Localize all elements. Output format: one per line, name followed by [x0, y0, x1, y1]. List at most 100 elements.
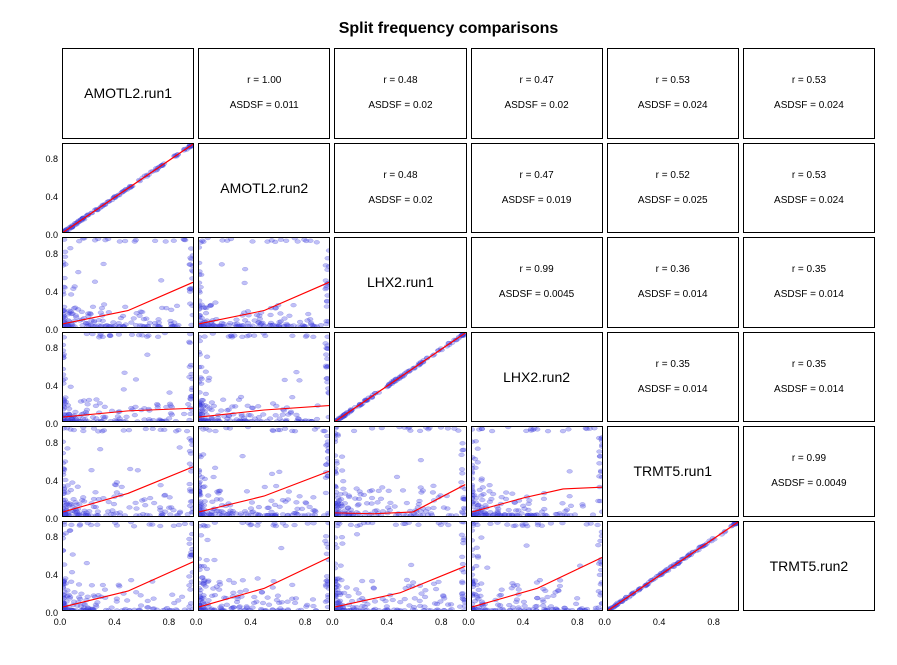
- correlation-stat-cell: r = 0.48 ASDSF = 0.02: [334, 143, 466, 234]
- r-value: r = 0.48: [383, 75, 417, 86]
- scatter-cell: [334, 521, 466, 612]
- asdsf-value: ASDSF = 0.024: [774, 195, 844, 206]
- asdsf-value: ASDSF = 0.025: [638, 195, 708, 206]
- scatter-cell: [607, 521, 739, 612]
- correlation-stat-cell: r = 1.00 ASDSF = 0.011: [198, 48, 330, 139]
- y-tick-label: 0.4: [45, 570, 58, 580]
- run-label: TRMT5.run1: [608, 427, 738, 516]
- asdsf-value: ASDSF = 0.011: [230, 100, 299, 111]
- correlation-stat-cell: r = 0.99 ASDSF = 0.0049: [743, 426, 875, 517]
- x-tick-label: 0.0: [190, 617, 203, 627]
- r-value: r = 0.53: [656, 75, 690, 86]
- correlation-stat-cell: r = 0.35 ASDSF = 0.014: [607, 332, 739, 423]
- correlation-stat-cell: r = 0.35 ASDSF = 0.014: [743, 332, 875, 423]
- diagonal-label-cell: AMOTL2.run1: [62, 48, 194, 139]
- correlation-stat-cell: r = 0.53 ASDSF = 0.024: [743, 143, 875, 234]
- x-tick-label: 0.8: [707, 617, 720, 627]
- x-tick-label: 0.0: [462, 617, 475, 627]
- figure-title: Split frequency comparisons: [20, 20, 877, 38]
- asdsf-value: ASDSF = 0.02: [368, 100, 432, 111]
- r-value: r = 1.00: [247, 75, 281, 86]
- y-tick-label: 0.4: [45, 287, 58, 297]
- x-tick-label: 0.4: [108, 617, 121, 627]
- asdsf-value: ASDSF = 0.014: [774, 384, 844, 395]
- r-value: r = 0.48: [383, 170, 417, 181]
- scatter-cell: [62, 237, 194, 328]
- asdsf-value: ASDSF = 0.024: [638, 100, 708, 111]
- x-axis: 0.00.40.8: [60, 613, 196, 641]
- correlation-stat-cell: r = 0.47ASDSF = 0.02: [471, 48, 603, 139]
- y-tick-label: 0.8: [45, 532, 58, 542]
- plot-grid: AMOTL2.run1 r = 1.00 ASDSF = 0.011 r = 0.48…: [20, 46, 877, 641]
- y-axis: 0.00.40.8: [20, 330, 60, 425]
- scatter-cell: [198, 521, 330, 612]
- scatter-cell: [62, 332, 194, 423]
- run-label: LHX2.run1: [335, 238, 465, 327]
- y-tick-label: 0.4: [45, 476, 58, 486]
- diagonal-label-cell: LHX2.run1: [334, 237, 466, 328]
- asdsf-value: ASDSF = 0.014: [638, 384, 708, 395]
- diagonal-label-cell: AMOTL2.run2: [198, 143, 330, 234]
- diagonal-label-cell: TRMT5.run2: [743, 521, 875, 612]
- y-axis: 0.00.40.8: [20, 424, 60, 519]
- r-value: r = 0.47: [519, 170, 553, 181]
- x-axis: 0.00.40.8: [196, 613, 332, 641]
- scatter-cell: [62, 426, 194, 517]
- y-axis: 0.00.40.8: [20, 141, 60, 236]
- r-value: r = 0.35: [656, 359, 690, 370]
- x-axis: 0.00.40.8: [332, 613, 468, 641]
- correlation-stat-cell: r = 0.35ASDSF = 0.014: [743, 237, 875, 328]
- correlation-stat-cell: r = 0.52 ASDSF = 0.025: [607, 143, 739, 234]
- x-tick-label: 0.0: [598, 617, 611, 627]
- asdsf-value: ASDSF = 0.0049: [771, 478, 846, 489]
- r-value: r = 0.53: [792, 170, 826, 181]
- scatter-cell: [198, 237, 330, 328]
- correlation-stat-cell: r = 0.47ASDSF = 0.019: [471, 143, 603, 234]
- x-axis: [741, 613, 877, 641]
- correlation-stat-cell: r = 0.48 ASDSF = 0.02: [334, 48, 466, 139]
- r-value: r = 0.35: [792, 264, 826, 275]
- scatter-cell: [198, 332, 330, 423]
- scatter-cell: [62, 143, 194, 234]
- x-axis: 0.00.40.8: [469, 613, 605, 641]
- run-label: LHX2.run2: [472, 333, 602, 422]
- run-label: TRMT5.run2: [744, 522, 874, 611]
- r-value: r = 0.53: [792, 75, 826, 86]
- scatter-cell: [334, 332, 466, 423]
- correlation-stat-cell: r = 0.53 ASDSF = 0.024: [607, 48, 739, 139]
- x-tick-label: 0.0: [326, 617, 339, 627]
- x-tick-label: 0.0: [54, 617, 67, 627]
- y-tick-label: 0.8: [45, 249, 58, 259]
- r-value: r = 0.47: [519, 75, 553, 86]
- run-label: AMOTL2.run1: [63, 49, 193, 138]
- x-tick-label: 0.4: [244, 617, 257, 627]
- x-axis: 0.00.40.8: [605, 613, 741, 641]
- scatter-cell: [471, 426, 603, 517]
- y-tick-label: 0.4: [45, 381, 58, 391]
- scatter-cell: [198, 426, 330, 517]
- r-value: r = 0.35: [792, 359, 826, 370]
- y-tick-label: 0.8: [45, 154, 58, 164]
- y-axis: [20, 46, 60, 141]
- asdsf-value: ASDSF = 0.0045: [499, 289, 574, 300]
- diagonal-label-cell: LHX2.run2: [471, 332, 603, 423]
- scatterplot-matrix: Split frequency comparisons AMOTL2.run1r…: [20, 20, 877, 645]
- asdsf-value: ASDSF = 0.024: [774, 100, 844, 111]
- x-tick-label: 0.8: [435, 617, 448, 627]
- run-label: AMOTL2.run2: [199, 144, 329, 233]
- x-tick-label: 0.4: [381, 617, 394, 627]
- y-tick-label: 0.4: [45, 192, 58, 202]
- asdsf-value: ASDSF = 0.014: [638, 289, 708, 300]
- asdsf-value: ASDSF = 0.02: [368, 195, 432, 206]
- y-tick-label: 0.8: [45, 343, 58, 353]
- r-value: r = 0.52: [656, 170, 690, 181]
- y-axis: 0.00.40.8: [20, 519, 60, 614]
- x-tick-label: 0.8: [571, 617, 584, 627]
- r-value: r = 0.99: [792, 453, 826, 464]
- y-axis: 0.00.40.8: [20, 235, 60, 330]
- scatter-cell: [334, 426, 466, 517]
- r-value: r = 0.36: [656, 264, 690, 275]
- x-tick-label: 0.8: [299, 617, 312, 627]
- x-tick-label: 0.8: [163, 617, 176, 627]
- scatter-cell: [471, 521, 603, 612]
